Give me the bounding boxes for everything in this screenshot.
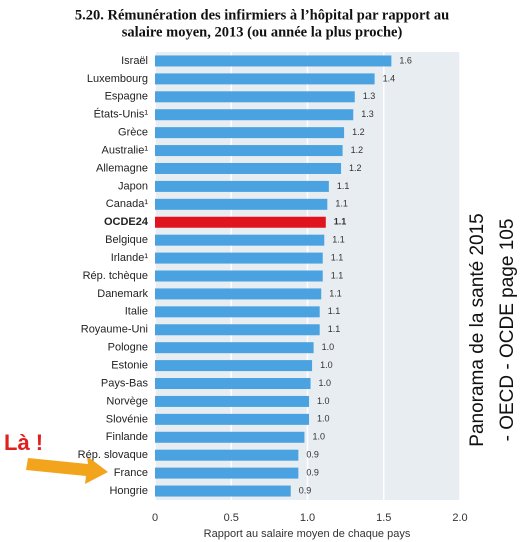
bar — [155, 288, 322, 300]
y-tick-label: Rép. slovaque — [78, 449, 148, 461]
value-label: 1.2 — [352, 127, 365, 137]
y-tick-label: Espagne — [105, 91, 148, 103]
x-tick-label: 1.5 — [376, 512, 391, 524]
bar — [155, 306, 320, 318]
value-label: 1.0 — [319, 378, 332, 388]
y-tick-label: États-Unis¹ — [94, 108, 149, 121]
y-tick-label: Slovénie — [106, 413, 148, 425]
bar — [155, 395, 310, 407]
bar — [155, 216, 326, 228]
y-tick-label: Estonie — [111, 360, 148, 372]
bar — [155, 109, 354, 121]
value-label: 1.1 — [328, 306, 341, 316]
y-tick-label: Danemark — [97, 288, 148, 300]
y-tick-label: Royaume-Uni — [81, 324, 148, 336]
bar — [155, 431, 305, 443]
x-axis-label: Rapport au salaire moyen de chaque pays — [204, 528, 411, 540]
bar — [155, 449, 299, 461]
value-label: 1.1 — [329, 288, 342, 298]
value-label: 1.6 — [399, 55, 412, 65]
value-label: 1.1 — [328, 324, 341, 334]
source-note: - OECD - OCDE page 105 — [497, 219, 518, 442]
value-label: 1.2 — [351, 145, 364, 155]
value-label: 1.3 — [363, 91, 376, 101]
bar — [155, 413, 310, 425]
y-tick-label: Allemagne — [96, 162, 148, 174]
y-tick-label: OCDE24 — [104, 216, 149, 228]
value-label: 1.1 — [335, 199, 348, 209]
value-label: 1.0 — [317, 396, 330, 406]
value-label: 1.1 — [334, 217, 347, 227]
y-tick-label: Canada¹ — [106, 198, 149, 210]
y-tick-label: Japon — [118, 180, 148, 192]
y-tick-label: Italie — [125, 306, 148, 318]
y-tick-label: Pays-Bas — [101, 377, 149, 389]
bar — [155, 127, 345, 139]
value-label: 1.0 — [312, 432, 325, 442]
value-label: 1.3 — [361, 109, 374, 119]
value-label: 1.0 — [320, 360, 333, 370]
y-tick-label: Pologne — [108, 342, 148, 354]
bar — [155, 324, 320, 336]
x-tick-label: 1.0 — [300, 512, 315, 524]
chart-title: 5.20. Rémunération des infirmiers à l’hô… — [75, 7, 449, 23]
bar — [155, 270, 323, 282]
y-tick-label: Norvège — [106, 395, 148, 407]
y-tick-label: Australie¹ — [102, 144, 149, 156]
value-label: 1.0 — [322, 342, 335, 352]
bar — [155, 180, 329, 192]
value-label: 0.9 — [299, 485, 312, 495]
value-label: 1.0 — [317, 414, 330, 424]
y-tick-label: France — [114, 467, 148, 479]
bar — [155, 360, 313, 372]
bar — [155, 55, 392, 67]
bar — [155, 145, 343, 157]
y-tick-label: Israël — [121, 55, 148, 67]
x-tick-label: 2.0 — [452, 512, 467, 524]
bar — [155, 198, 328, 210]
bar — [155, 252, 323, 264]
y-tick-label: Finlande — [106, 431, 148, 443]
value-label: 1.2 — [349, 163, 362, 173]
bar — [155, 342, 314, 354]
bar — [155, 234, 325, 246]
x-tick-label: 0 — [152, 512, 158, 524]
value-label: 0.9 — [306, 467, 319, 477]
value-label: 1.4 — [383, 73, 396, 83]
value-label: 1.1 — [332, 235, 345, 245]
value-label: 1.1 — [331, 252, 344, 262]
bar — [155, 485, 291, 497]
value-label: 1.1 — [337, 181, 350, 191]
callout: Là ! — [4, 430, 43, 455]
y-tick-label: Hongrie — [109, 485, 148, 497]
bar — [155, 91, 355, 103]
source-note: Panorama de la santé 2015 — [467, 213, 488, 446]
arrow — [26, 456, 108, 484]
bar — [155, 467, 299, 479]
y-tick-label: Irlande¹ — [111, 252, 149, 264]
y-tick-label: Grèce — [118, 127, 148, 139]
bar — [155, 162, 342, 174]
bar — [155, 378, 311, 390]
x-tick-label: 0.5 — [224, 512, 239, 524]
y-tick-label: Belgique — [105, 234, 148, 246]
value-label: 0.9 — [306, 450, 319, 460]
value-label: 1.1 — [331, 270, 344, 280]
y-tick-label: Rép. tchèque — [83, 270, 148, 282]
chart-title: salaire moyen, 2013 (ou année la plus pr… — [122, 24, 403, 40]
bar — [155, 73, 375, 85]
y-tick-label: Luxembourg — [87, 73, 148, 85]
